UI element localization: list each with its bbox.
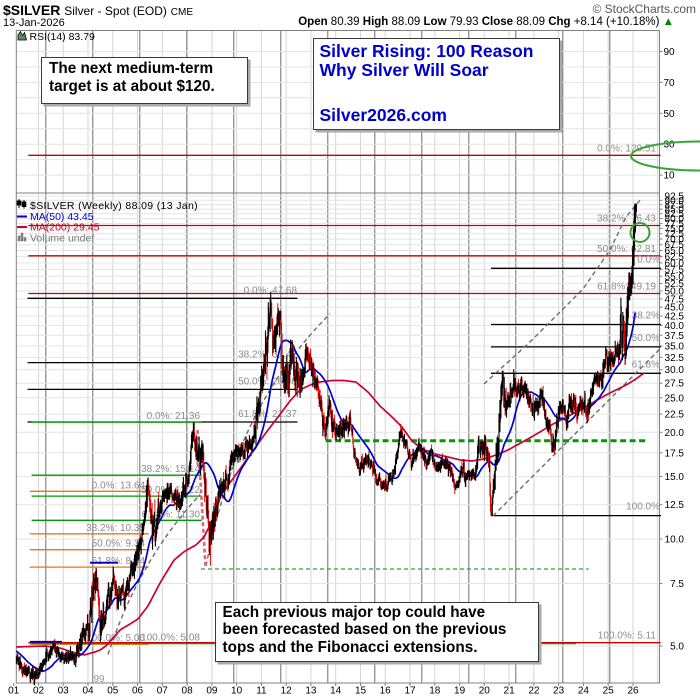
svg-text:05: 05 (107, 686, 119, 697)
svg-text:16: 16 (380, 686, 392, 697)
svg-text:42.5: 42.5 (665, 312, 685, 323)
svg-text:90: 90 (664, 47, 676, 58)
svg-text:60.0: 60.0 (665, 258, 685, 269)
svg-text:61.8%: 61.8% (632, 359, 660, 370)
svg-text:0.0%: 47.68: 0.0%: 47.68 (244, 285, 298, 296)
svg-text:09: 09 (206, 686, 218, 697)
svg-text:06: 06 (132, 686, 144, 697)
svg-text:04: 04 (82, 686, 94, 697)
svg-text:15: 15 (355, 686, 367, 697)
svg-text:50: 50 (664, 109, 676, 120)
svg-text:52.5: 52.5 (665, 279, 685, 290)
svg-text:20.0: 20.0 (665, 428, 685, 439)
svg-text:02: 02 (33, 686, 45, 697)
svg-text:20: 20 (479, 686, 491, 697)
svg-text:24: 24 (578, 686, 590, 697)
svg-text:90.0: 90.0 (665, 196, 685, 207)
svg-text:75.0: 75.0 (665, 224, 685, 235)
svg-text:19: 19 (454, 686, 466, 697)
svg-text:62.5: 62.5 (665, 252, 685, 263)
svg-text:17: 17 (404, 686, 416, 697)
svg-text:22: 22 (528, 686, 540, 697)
svg-text:18: 18 (429, 686, 441, 697)
svg-text:38.2%: 38.2% (632, 311, 660, 322)
svg-text:$SILVER (Weekly) 88.09 (13 Jan: $SILVER (Weekly) 88.09 (13 Jan) (30, 200, 198, 212)
svg-text:10: 10 (664, 171, 676, 182)
svg-text:01: 01 (8, 686, 20, 697)
svg-text:92.5: 92.5 (665, 192, 685, 203)
svg-text:23: 23 (553, 686, 565, 697)
svg-text:61.8%: 21.37: 61.8%: 21.37 (238, 409, 297, 420)
svg-text:99: 99 (94, 674, 106, 685)
svg-text:67.5: 67.5 (665, 240, 685, 251)
svg-text:50.0%: 50.0% (632, 333, 660, 344)
svg-text:0.0%: 13.64: 0.0%: 13.64 (92, 480, 146, 491)
svg-text:70: 70 (664, 78, 676, 89)
svg-text:57.5: 57.5 (665, 265, 685, 276)
svg-text:77.5: 77.5 (665, 219, 685, 230)
svg-text:30.0: 30.0 (665, 365, 685, 376)
svg-text:40.0: 40.0 (665, 321, 685, 332)
svg-text:MA(50) 43.45: MA(50) 43.45 (30, 211, 94, 223)
svg-text:25.0: 25.0 (665, 393, 685, 404)
svg-text:27.5: 27.5 (665, 379, 685, 390)
svg-text:30: 30 (664, 140, 676, 151)
svg-text:65.0: 65.0 (665, 246, 685, 257)
svg-text:MA(200) 29.45: MA(200) 29.45 (30, 222, 100, 234)
svg-text:0.0%: 21.36: 0.0%: 21.36 (147, 411, 201, 422)
svg-text:17.5: 17.5 (665, 448, 685, 459)
svg-text:11: 11 (256, 686, 267, 697)
svg-text:10.0: 10.0 (665, 535, 685, 546)
svg-text:38.2%: 15.14: 38.2%: 15.14 (141, 464, 200, 475)
svg-text:100.0%: 100.0% (626, 502, 660, 513)
svg-text:61.8%: 49.19: 61.8%: 49.19 (597, 282, 656, 293)
svg-text:13: 13 (305, 686, 317, 697)
svg-text:Volume undef: Volume undef (30, 233, 94, 245)
svg-text:85.0: 85.0 (665, 205, 685, 216)
svg-text:26: 26 (627, 686, 639, 697)
svg-text:0.0%: 0.0% (637, 254, 660, 265)
svg-text:47.5: 47.5 (665, 294, 685, 305)
svg-text:0.0%: 120.51: 0.0%: 120.51 (597, 143, 656, 154)
svg-text:50.0%: 62.81: 50.0%: 62.81 (597, 244, 656, 255)
svg-text:61.8%: 11.30: 61.8%: 11.30 (142, 509, 201, 520)
svg-text:100.0%: 5.06: 100.0%: 5.06 (86, 633, 145, 644)
svg-text:55.0: 55.0 (665, 272, 685, 283)
svg-text:100.0%: 5.08: 100.0%: 5.08 (141, 633, 200, 644)
svg-text:70.0: 70.0 (665, 235, 685, 246)
svg-text:12: 12 (281, 686, 293, 697)
svg-text:87.5: 87.5 (665, 200, 685, 211)
svg-text:100.0%: 5.11: 100.0%: 5.11 (598, 631, 657, 642)
svg-text:12.5: 12.5 (665, 500, 685, 511)
svg-text:50.0%: 26.40: 50.0%: 26.40 (238, 376, 297, 387)
svg-text:50.0: 50.0 (665, 287, 685, 298)
svg-text:80.0: 80.0 (665, 214, 685, 225)
svg-text:82.5: 82.5 (665, 209, 685, 220)
svg-text:03: 03 (58, 686, 70, 697)
svg-text:61.8%: 8.34: 61.8%: 8.34 (92, 556, 146, 567)
svg-text:07: 07 (157, 686, 169, 697)
svg-text:14: 14 (330, 686, 342, 697)
svg-text:10: 10 (231, 686, 243, 697)
svg-text:21: 21 (504, 686, 516, 697)
svg-text:7.5: 7.5 (670, 579, 684, 590)
svg-text:25: 25 (603, 686, 615, 697)
svg-text:72.5: 72.5 (665, 229, 685, 240)
svg-text:50.0%: 9.34: 50.0%: 9.34 (92, 539, 146, 550)
svg-text:38.2%: 76.43: 38.2%: 76.43 (597, 214, 656, 225)
svg-text:38.2%: 10.35: 38.2%: 10.35 (86, 523, 145, 534)
svg-text:5.0: 5.0 (670, 642, 684, 653)
svg-text:15.0: 15.0 (665, 472, 685, 483)
svg-text:37.5: 37.5 (665, 331, 685, 342)
svg-text:RSI(14) 83.79: RSI(14) 83.79 (30, 31, 96, 43)
svg-text:32.5: 32.5 (665, 353, 685, 364)
svg-text:35.0: 35.0 (665, 342, 685, 353)
svg-text:22.5: 22.5 (665, 410, 685, 421)
svg-text:45.0: 45.0 (665, 303, 685, 314)
svg-text:08: 08 (182, 686, 194, 697)
